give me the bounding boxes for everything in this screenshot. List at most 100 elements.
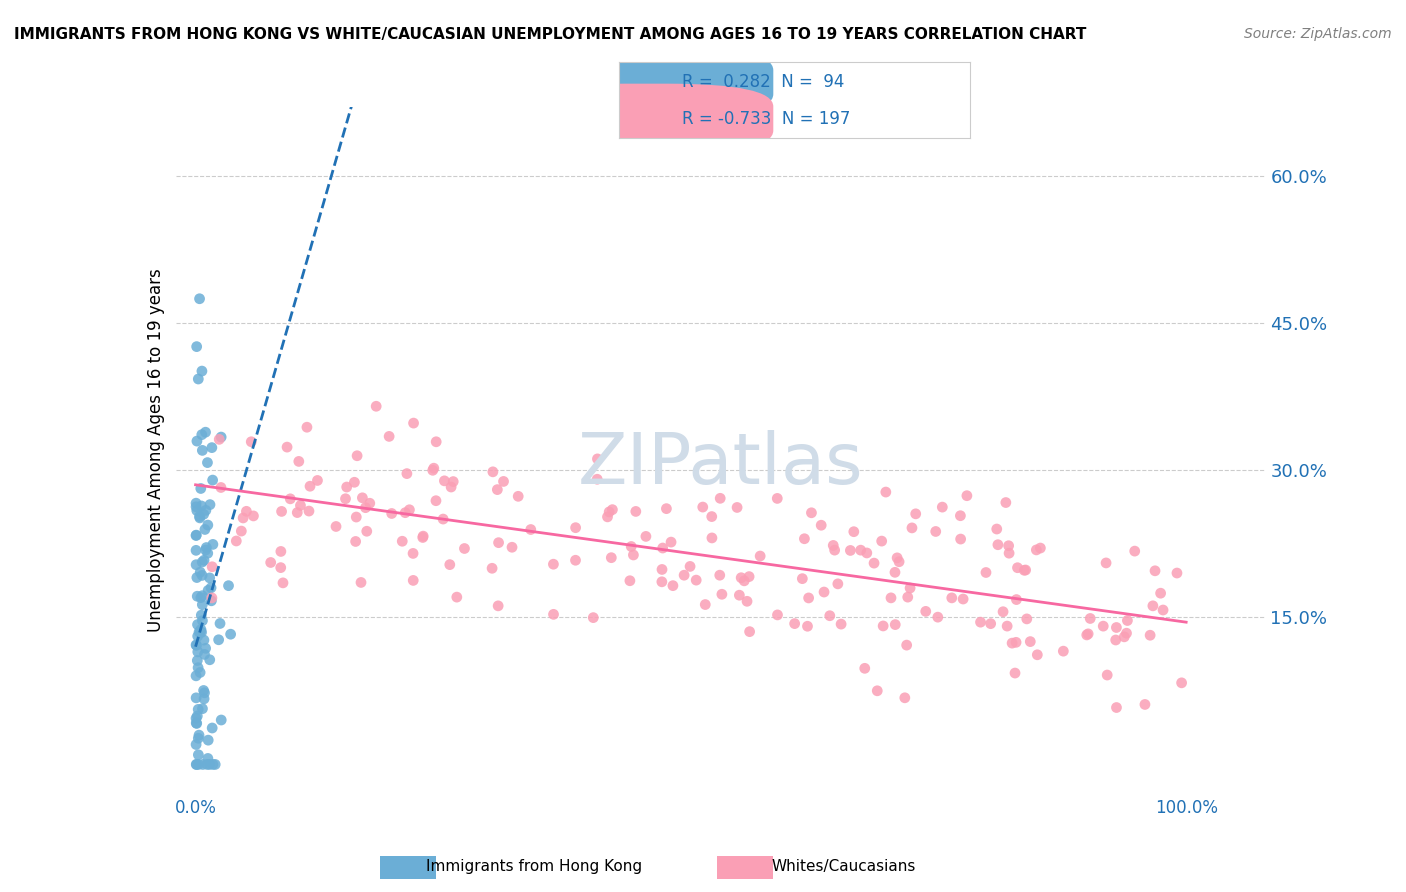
Point	[260, 556, 283, 570]
Point	[359, 496, 381, 510]
Point	[209, 713, 232, 727]
Point	[700, 531, 723, 545]
Point	[813, 585, 835, 599]
Point	[197, 546, 219, 560]
Point	[949, 508, 972, 523]
Point	[235, 504, 257, 518]
Point	[201, 441, 224, 455]
Point	[225, 533, 247, 548]
FancyBboxPatch shape	[520, 47, 773, 117]
Point	[188, 665, 211, 680]
Point	[184, 543, 207, 558]
Point	[904, 507, 927, 521]
Point	[1105, 632, 1128, 647]
Point	[564, 521, 586, 535]
Point	[194, 543, 217, 558]
Point	[894, 690, 917, 705]
Point	[1142, 599, 1164, 613]
Point	[184, 738, 207, 752]
Point	[519, 523, 541, 537]
Point	[927, 610, 949, 624]
Point	[191, 614, 214, 628]
Point	[884, 617, 907, 632]
Text: R =  0.282  N =  94: R = 0.282 N = 94	[682, 73, 844, 91]
Point	[709, 568, 731, 582]
Point	[270, 504, 292, 518]
Point	[187, 702, 209, 716]
Point	[295, 420, 318, 434]
Point	[481, 561, 503, 575]
Point	[872, 619, 894, 633]
Point	[190, 591, 212, 605]
Point	[186, 528, 208, 542]
Point	[186, 757, 208, 772]
Point	[634, 529, 657, 543]
Point	[1095, 668, 1118, 682]
Point	[1133, 698, 1156, 712]
Point	[232, 511, 254, 525]
Point	[200, 581, 222, 595]
Point	[792, 572, 814, 586]
Point	[914, 604, 936, 618]
Point	[346, 449, 368, 463]
Point	[193, 683, 215, 698]
Point	[186, 503, 208, 517]
Point	[1005, 635, 1028, 649]
Point	[875, 485, 897, 500]
Point	[692, 500, 714, 514]
Point	[1092, 619, 1115, 633]
Point	[441, 475, 464, 489]
Point	[482, 465, 505, 479]
Point	[582, 610, 605, 624]
Point	[486, 483, 509, 497]
Point	[1116, 614, 1139, 628]
Point	[842, 524, 865, 539]
Point	[508, 489, 530, 503]
Point	[1166, 566, 1188, 580]
Point	[193, 691, 215, 706]
Point	[453, 541, 475, 556]
Point	[197, 583, 219, 598]
Point	[194, 425, 217, 440]
Point	[586, 451, 609, 466]
Text: Immigrants from Hong Kong: Immigrants from Hong Kong	[426, 859, 643, 874]
Point	[896, 638, 918, 652]
Point	[193, 648, 215, 662]
Point	[190, 623, 212, 637]
Point	[733, 574, 755, 588]
Point	[186, 434, 208, 449]
Point	[190, 608, 212, 623]
Point	[188, 509, 211, 524]
Point	[1139, 628, 1161, 642]
Point	[662, 579, 685, 593]
Point	[446, 590, 468, 604]
Point	[439, 558, 461, 572]
Point	[673, 568, 696, 582]
Point	[425, 493, 447, 508]
Point	[1001, 636, 1024, 650]
Point	[824, 543, 846, 558]
Point	[208, 433, 231, 447]
Point	[191, 701, 214, 715]
Point	[783, 616, 806, 631]
Point	[596, 509, 619, 524]
Point	[827, 577, 849, 591]
Point	[1078, 611, 1101, 625]
Point	[423, 461, 446, 475]
Point	[880, 591, 903, 605]
Point	[651, 562, 673, 576]
Point	[856, 546, 879, 560]
Point	[197, 518, 219, 533]
Point	[766, 607, 789, 622]
Point	[336, 480, 359, 494]
Point	[998, 546, 1021, 560]
Point	[866, 683, 889, 698]
Point	[190, 499, 212, 513]
Point	[193, 507, 215, 521]
Point	[276, 440, 298, 454]
Point	[352, 491, 374, 505]
Point	[1077, 627, 1099, 641]
Point	[980, 616, 1002, 631]
Point	[242, 508, 264, 523]
Point	[200, 594, 222, 608]
